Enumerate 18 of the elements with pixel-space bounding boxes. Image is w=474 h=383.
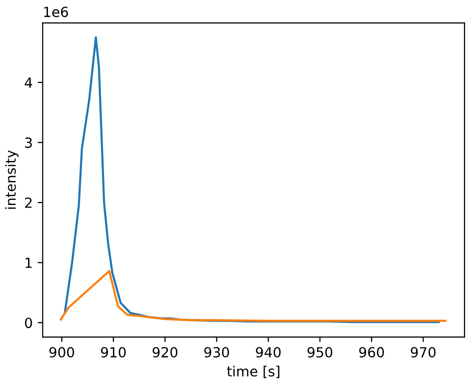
y-tick-label: 2 xyxy=(25,197,32,208)
y-tick-label: 1 xyxy=(26,258,32,268)
x-tick-label: 960 xyxy=(359,347,384,358)
y-tick-label: 4 xyxy=(24,78,32,88)
x-tick-label: 940 xyxy=(256,347,281,358)
x-tick-label: 970 xyxy=(410,347,436,358)
text: 1e6 xyxy=(44,6,68,18)
x-tick-label: 920 xyxy=(152,347,178,358)
x-tick-label: 900 xyxy=(49,347,74,358)
y-tick-label: 0 xyxy=(25,318,32,328)
line-series xyxy=(64,36,440,324)
x-tick-label: 910 xyxy=(101,347,126,358)
y-axis-title: intensity xyxy=(5,150,19,209)
x-tick-label: 930 xyxy=(204,347,230,358)
y-tick-label: 3 xyxy=(25,137,32,148)
x-tick-label: 950 xyxy=(308,347,332,358)
x-axis-title: time [s] xyxy=(227,366,280,378)
line-series xyxy=(60,270,446,322)
